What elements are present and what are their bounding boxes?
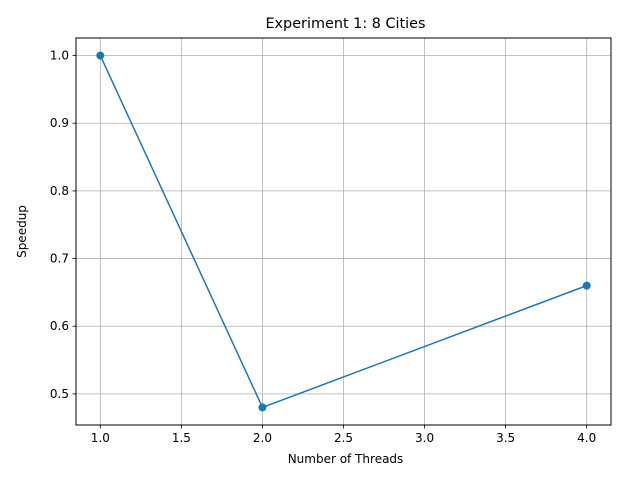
grid-lines xyxy=(76,38,611,425)
data-point xyxy=(96,51,105,60)
y-tick-label: 0.6 xyxy=(50,319,69,333)
y-tick-label: 0.8 xyxy=(50,184,69,198)
y-axis-ticks: 0.5 0.6 0.7 0.8 0.9 1.0 xyxy=(50,49,76,401)
x-tick-label: 3.0 xyxy=(415,431,434,445)
data-point xyxy=(258,403,267,412)
y-tick-label: 0.9 xyxy=(50,116,69,130)
x-tick-label: 3.5 xyxy=(496,431,515,445)
data-point-layer xyxy=(96,51,591,412)
x-axis-label: Number of Threads xyxy=(288,452,404,466)
y-tick-label: 0.5 xyxy=(50,387,69,401)
x-tick-label: 2.0 xyxy=(253,431,272,445)
x-tick-label: 2.5 xyxy=(334,431,353,445)
chart-title: Experiment 1: 8 Cities xyxy=(265,16,425,32)
x-axis-ticks: 1.0 1.5 2.0 2.5 3.0 3.5 4.0 xyxy=(91,425,596,445)
y-tick-label: 0.7 xyxy=(50,252,69,266)
data-point xyxy=(582,281,591,290)
x-tick-label: 1.5 xyxy=(172,431,191,445)
x-tick-label: 1.0 xyxy=(91,431,110,445)
x-tick-label: 4.0 xyxy=(577,431,596,445)
y-tick-label: 1.0 xyxy=(50,49,69,63)
y-axis-label: Speedup xyxy=(15,205,29,258)
